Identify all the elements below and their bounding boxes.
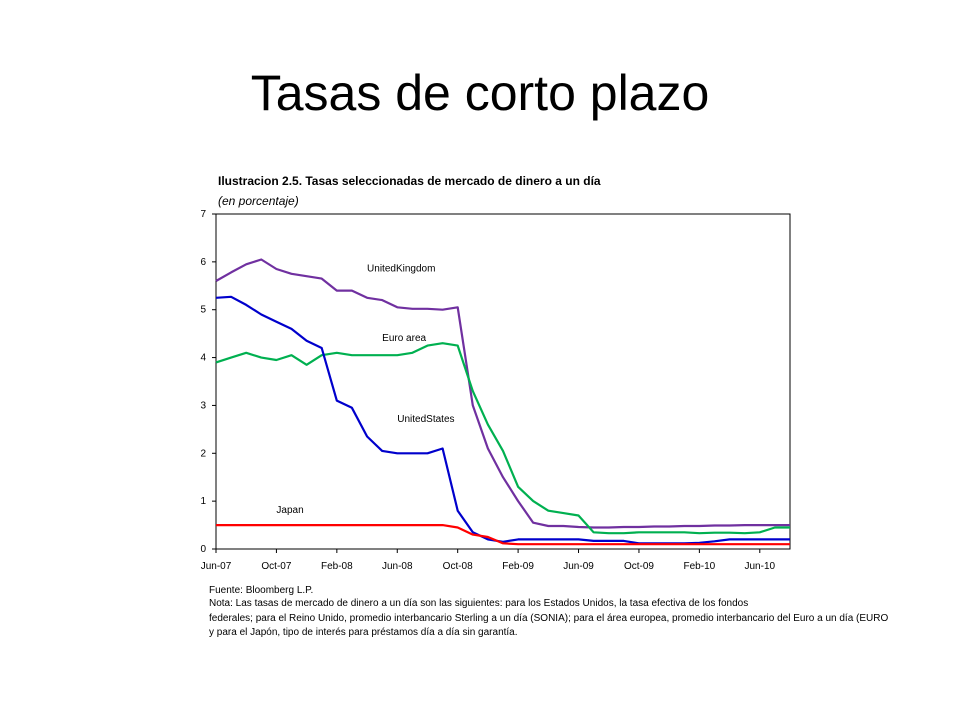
y-axis: 0 1 2 3 4 5 6 7 [200,209,216,555]
y-tick-label: 2 [200,448,206,459]
x-axis: Jun-07 Oct-07 Feb-08 Jun-08 Oct-08 Feb-09 Jun-… [201,549,776,572]
note-line-2: federales; para el Reino Unido, promedio… [209,613,889,624]
series-label-unitedstates: UnitedStates [397,414,454,425]
series-labels: UnitedKingdom Euro area UnitedStates Japan [276,263,454,516]
series-lines [215,258,790,546]
series-line-japan [216,523,790,546]
note-line-3: y para el Japón, tipo de interés para pr… [209,627,518,638]
x-tick-label: Oct-09 [624,561,654,572]
series-label-japan: Japan [276,505,303,516]
series-label-euro-area: Euro area [382,333,426,344]
note-line-1: Nota: Las tasas de mercado de dinero a u… [209,598,749,609]
x-tick-label: Feb-08 [321,561,353,572]
y-tick-label: 6 [200,257,206,268]
x-tick-label: Feb-10 [684,561,716,572]
y-tick-label: 5 [200,305,206,316]
series-line-unitedstates [215,295,790,545]
y-tick-label: 3 [200,400,206,411]
x-tick-label: Jun-10 [745,561,776,572]
plot-area-frame [215,213,791,550]
y-tick-label: 4 [200,353,206,364]
series-label-unitedkingdom: UnitedKingdom [367,263,435,274]
y-tick-label: 7 [200,209,206,220]
source-note: Fuente: Bloomberg L.P. [209,585,314,596]
x-tick-label: Jun-07 [201,561,232,572]
x-tick-label: Feb-09 [502,561,534,572]
chart-subtitle: (en porcentaje) [218,194,299,208]
x-tick-label: Jun-08 [382,561,413,572]
y-tick-label: 0 [200,544,206,555]
x-tick-label: Oct-08 [443,561,473,572]
series-line-unitedkingdom [215,258,790,529]
series-line-euro-area [215,342,790,535]
y-tick-label: 1 [200,496,206,507]
chart-title: Ilustracion 2.5. Tasas seleccionadas de … [218,174,601,188]
slide-title: Tasas de corto plazo [250,65,710,121]
x-tick-label: Jun-09 [563,561,594,572]
x-tick-label: Oct-07 [261,561,291,572]
